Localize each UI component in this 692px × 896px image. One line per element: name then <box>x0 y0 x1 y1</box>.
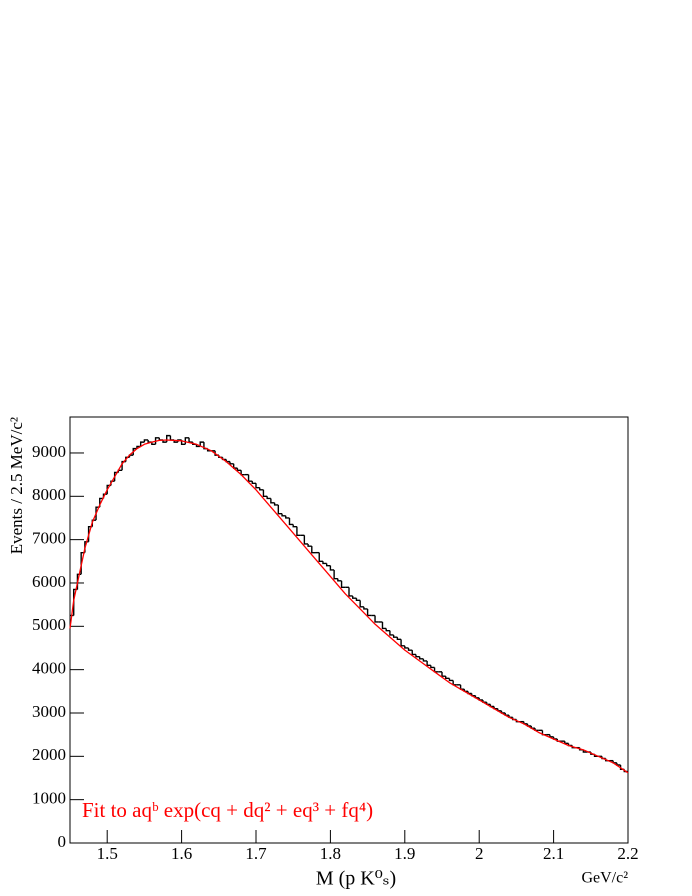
x-tick-label: 2.2 <box>617 844 638 863</box>
histogram-bin <box>188 437 193 443</box>
histogram-bin <box>318 552 323 563</box>
histogram-bin <box>445 676 450 680</box>
histogram-bin <box>139 441 145 447</box>
histogram-bin <box>459 684 465 690</box>
histogram-bin <box>277 504 283 515</box>
histogram-bin <box>329 565 335 571</box>
y-tick-label: 4000 <box>32 659 66 678</box>
histogram-bin <box>255 483 260 489</box>
histogram-bin <box>285 515 290 519</box>
histogram-bin <box>247 474 253 482</box>
histogram-bin <box>296 526 301 537</box>
histogram-bin <box>359 600 364 608</box>
histogram-bin <box>374 615 379 623</box>
histogram-bin <box>311 546 316 554</box>
histogram-bin <box>430 665 435 669</box>
histogram-bin <box>448 678 454 682</box>
x-axis-label: M (p K⁰ₛ) <box>316 868 396 890</box>
histogram-bin <box>236 468 242 472</box>
histogram-bin <box>433 667 439 673</box>
histogram-bin <box>273 502 279 506</box>
histogram-bin <box>259 487 264 491</box>
y-tick-label: 0 <box>58 832 67 851</box>
histogram-bin <box>441 671 446 677</box>
x-axis-unit: GeV/c² <box>581 870 628 887</box>
histogram-bin <box>385 628 390 632</box>
x-tick-label: 1.8 <box>320 844 341 863</box>
histogram-bin <box>262 489 268 498</box>
x-tick-label: 1.9 <box>394 844 415 863</box>
histogram-bin <box>381 621 387 630</box>
histogram-bin <box>270 498 275 504</box>
histogram-bin <box>418 656 424 660</box>
x-tick-label: 1.7 <box>245 844 267 863</box>
histogram-bin <box>340 580 346 589</box>
histogram-bin <box>452 680 457 686</box>
histogram-bin <box>195 444 201 448</box>
histogram-bin <box>199 441 204 447</box>
histogram-bin <box>169 435 175 441</box>
histogram-bin <box>266 496 271 500</box>
histogram-bin <box>154 437 160 445</box>
histogram-bin <box>411 650 416 656</box>
fit-curve <box>69 439 629 774</box>
histogram-bin <box>322 561 327 565</box>
histogram-bin <box>422 658 428 662</box>
x-tick-label: 1.6 <box>171 844 192 863</box>
y-tick-label: 7000 <box>32 529 66 548</box>
histogram-bin <box>132 447 137 456</box>
x-tick-label: 1.5 <box>97 844 118 863</box>
histogram-bin <box>281 513 286 517</box>
histogram-bin <box>564 741 569 745</box>
histogram-bin <box>400 639 405 647</box>
x-tick-label: 2 <box>475 844 484 863</box>
y-tick-label: 3000 <box>32 702 66 721</box>
histogram-bin <box>404 645 409 649</box>
histogram-bin <box>363 606 368 610</box>
histogram-bin <box>232 463 238 469</box>
histogram-bin <box>333 569 338 580</box>
histogram-bin <box>303 535 309 545</box>
histogram-bin <box>549 734 554 738</box>
histogram-bin <box>389 630 394 636</box>
histogram-bin <box>392 634 398 638</box>
y-tick-label: 5000 <box>32 615 66 634</box>
histogram-bin <box>229 461 234 465</box>
histogram-bin <box>143 439 149 443</box>
histogram-bin <box>366 608 372 617</box>
histogram-bin <box>288 517 294 526</box>
y-axis-label: Events / 2.5 MeV/c² <box>7 417 26 554</box>
y-tick-label: 9000 <box>32 442 66 461</box>
histogram-bin <box>582 749 588 753</box>
histogram-bin <box>396 637 402 641</box>
y-tick-label: 6000 <box>32 572 66 591</box>
histogram-bin <box>407 647 413 651</box>
histogram-bin <box>151 442 156 446</box>
histogram-bin <box>337 578 342 582</box>
histogram-bin <box>307 543 312 547</box>
y-tick-label: 8000 <box>32 485 66 504</box>
fit-annotation: Fit to aqᵇ exp(cq + dq² + eq³ + fq⁴) <box>82 798 373 822</box>
histogram-bin <box>426 660 431 667</box>
y-tick-label: 1000 <box>32 789 66 808</box>
histogram-bin <box>348 587 353 597</box>
x-tick-label: 2.1 <box>543 844 564 863</box>
histogram-bin <box>325 563 331 567</box>
y-tick-label: 2000 <box>32 745 66 764</box>
plot-frame <box>69 416 629 844</box>
histogram-bin <box>251 481 256 485</box>
histogram-bin <box>240 470 245 476</box>
histogram-bin <box>355 598 361 602</box>
histogram-bin <box>292 524 297 528</box>
histogram-bin <box>616 762 621 766</box>
histogram-bin <box>415 654 420 658</box>
histogram-bin <box>352 595 357 599</box>
